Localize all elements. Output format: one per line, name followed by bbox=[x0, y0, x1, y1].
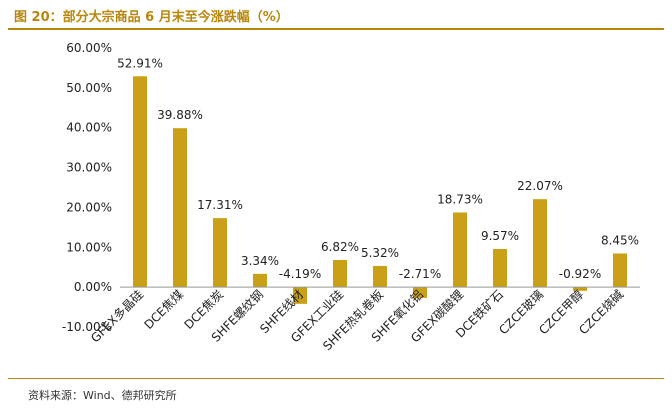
chart-title: 图 20：部分大宗商品 6 月末至今涨跌幅（%） bbox=[14, 10, 289, 25]
source-note: 资料来源：Wind、德邦研究所 bbox=[28, 389, 177, 402]
data-label: 17.31% bbox=[197, 198, 243, 212]
bar bbox=[173, 128, 187, 288]
title-rule bbox=[8, 28, 664, 30]
y-tick-label: -10.00% bbox=[62, 320, 112, 334]
bar bbox=[133, 76, 147, 288]
data-label: 52.91% bbox=[117, 56, 163, 70]
bar bbox=[413, 287, 427, 298]
data-label: 9.57% bbox=[481, 229, 519, 243]
data-label: 6.82% bbox=[321, 240, 359, 254]
bar bbox=[253, 273, 267, 288]
bar bbox=[613, 253, 627, 288]
data-label: -2.71% bbox=[399, 267, 441, 281]
y-tick-label: 40.00% bbox=[66, 121, 112, 135]
y-tick-label: 60.00% bbox=[66, 41, 112, 55]
data-label: 39.88% bbox=[157, 108, 203, 122]
data-label: 22.07% bbox=[517, 179, 563, 193]
y-tick-label: 10.00% bbox=[66, 240, 112, 254]
data-label: -0.92% bbox=[559, 267, 601, 281]
bar bbox=[573, 287, 587, 291]
data-label: 5.32% bbox=[361, 246, 399, 260]
footer-rule bbox=[8, 378, 664, 379]
bar bbox=[533, 199, 547, 288]
bar bbox=[213, 218, 227, 288]
bar bbox=[493, 248, 507, 288]
data-label: 18.73% bbox=[437, 192, 483, 206]
data-label: 8.45% bbox=[601, 233, 639, 247]
y-tick-label: 50.00% bbox=[66, 81, 112, 95]
category-label: DCE焦煤 bbox=[141, 287, 186, 332]
category-label: GFEX多晶硅 bbox=[88, 287, 146, 345]
bar bbox=[333, 259, 347, 288]
data-label: -4.19% bbox=[279, 267, 321, 281]
data-label: 3.34% bbox=[241, 254, 279, 268]
bar bbox=[453, 212, 467, 288]
y-tick-label: 0.00% bbox=[74, 280, 112, 294]
bar bbox=[373, 265, 387, 288]
y-tick-label: 30.00% bbox=[66, 161, 112, 175]
bar bbox=[293, 287, 307, 304]
category-label: CZCE烧碱 bbox=[576, 287, 626, 337]
y-tick-label: 20.00% bbox=[66, 200, 112, 214]
